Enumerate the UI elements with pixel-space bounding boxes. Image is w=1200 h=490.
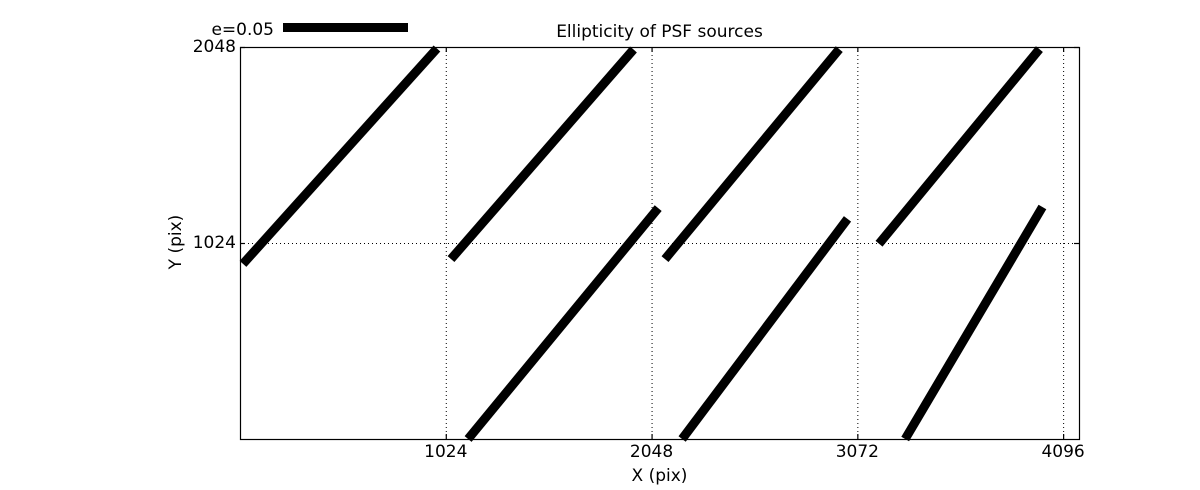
ellipticity-stick [447,46,637,263]
y-tick-label: 2048 [192,37,236,57]
x-tick-label: 4096 [1041,442,1085,462]
ellipticity-stick [661,46,843,262]
ellipticity-stick [901,204,1047,442]
ellipticity-stick [875,46,1043,247]
x-tick-label: 3072 [835,442,879,462]
ellipticity-stick [678,216,852,442]
legend-label: e=0.05 [211,20,274,40]
legend-key-bar [283,23,408,32]
chart-title: Ellipticity of PSF sources [556,22,763,42]
x-tick-label: 1024 [424,442,468,462]
x-tick-label: 2048 [629,442,674,462]
ellipticity-stick [239,45,441,267]
ellipticity-stick [464,205,662,442]
y-tick-label: 1024 [192,233,236,253]
x-axis-label: X (pix) [631,466,688,486]
